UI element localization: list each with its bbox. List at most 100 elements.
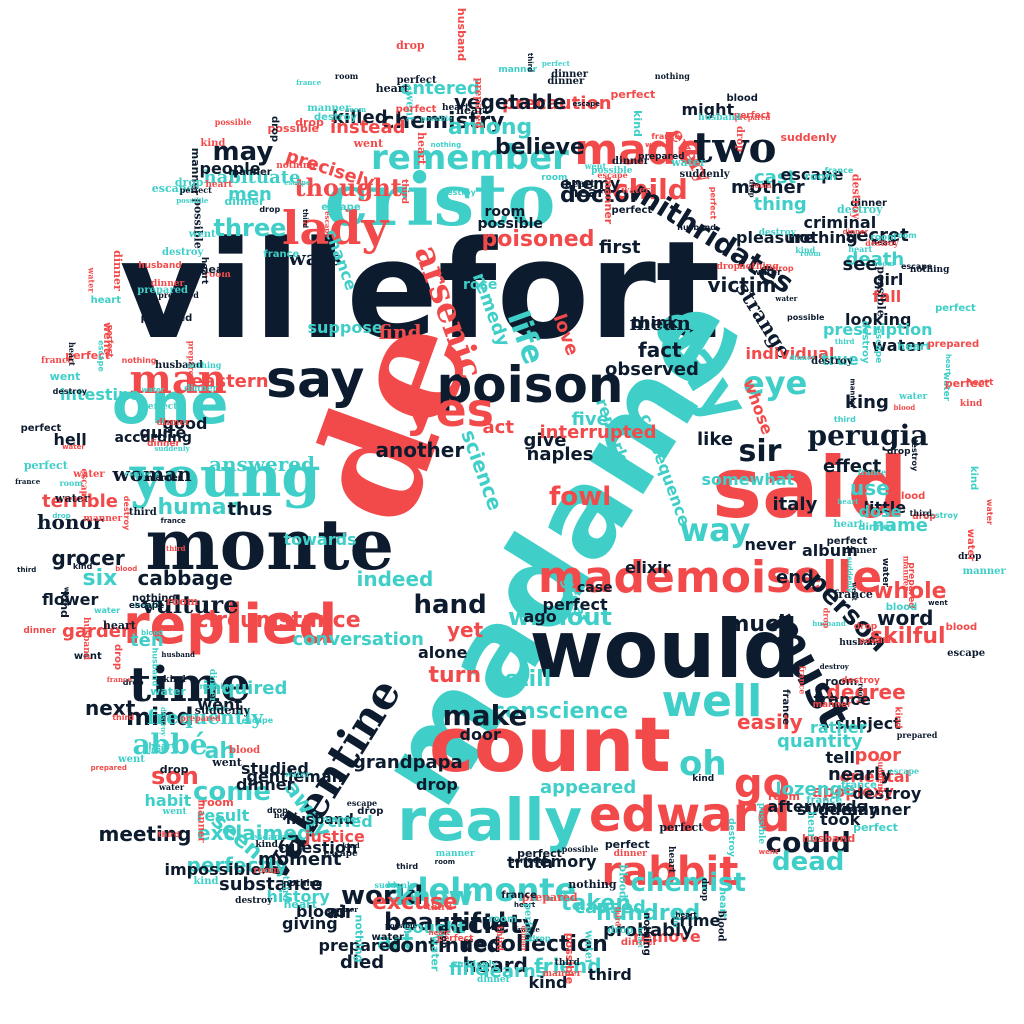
cloud-word-blood-f234: blood (141, 628, 164, 637)
cloud-word-five-138: five (571, 409, 609, 430)
cloud-word-nothing-f235: nothing (186, 359, 222, 370)
cloud-word-monte-7: monte (145, 503, 395, 586)
cloud-word-drop-f92: drop (733, 125, 745, 152)
cloud-word-observed-116: observed (605, 359, 699, 380)
cloud-word-dinner-f165: dinner (150, 278, 185, 289)
cloud-word-third-f212: third (396, 862, 419, 872)
cloud-word-husband-f299: husband (802, 831, 856, 845)
cloud-word-dinner-f14: dinner (850, 198, 887, 210)
cloud-word-dinner-f174: dinner (843, 546, 877, 557)
cloud-word-perfect-f129: perfect (826, 535, 868, 547)
cloud-word-drop-f73: drop (259, 204, 281, 214)
cloud-word-dinner-f107: dinner (184, 384, 218, 395)
cloud-word-room-f287: room (800, 249, 821, 259)
cloud-word-kind-f104: kind (193, 875, 219, 887)
cloud-word-room-234: room (484, 204, 526, 220)
cloud-word-went-f240: went (353, 137, 384, 150)
cloud-word-another-167: another (375, 438, 465, 462)
cloud-word-heard-88: heard (462, 953, 528, 977)
cloud-word-king-98: king (845, 392, 889, 413)
cloud-word-kind-200: kind (528, 973, 568, 992)
cloud-word-prepared-f22: prepared (521, 890, 578, 904)
cloud-word-continued-86: continued (388, 933, 502, 957)
cloud-word-husband-210: husband (286, 812, 354, 828)
cloud-word-dinner-f289: dinner (224, 194, 265, 208)
cloud-word-taken-80: taken (561, 891, 631, 916)
cloud-word-lozenge-213: lozenge (775, 779, 855, 800)
cloud-word-prepared-f226: prepared (158, 289, 199, 300)
cloud-word-habituate-124: habituate (203, 167, 301, 188)
cloud-word-appeared-152: appeared (540, 777, 637, 798)
cloud-word-room-f210: room (874, 258, 895, 268)
cloud-word-drop-f16: drop (772, 263, 794, 273)
cloud-word-heart-f11: heart (273, 809, 298, 820)
cloud-word-manner-f101: manner (147, 472, 182, 482)
cloud-word-go-30: go (734, 761, 791, 807)
cloud-word-giving-205: giving (282, 914, 338, 933)
cloud-word-destroy-f238: destroy (848, 173, 862, 220)
cloud-word-manner-220: manner (841, 800, 911, 819)
cloud-word-kind-f169: kind (795, 244, 816, 255)
cloud-word-went-f155: went (928, 599, 948, 608)
cloud-word-afterwards-214: afterwards (767, 797, 867, 816)
cloud-word-nothing-f144: nothing (568, 877, 617, 891)
cloud-word-drop-f118: drop (295, 116, 324, 130)
cloud-word-indeed-75: indeed (356, 567, 434, 591)
cloud-word-ago-194: ago (523, 607, 557, 626)
cloud-word-nothing-229: nothing (788, 228, 858, 247)
cloud-word-escape-f28: escape (283, 178, 311, 188)
cloud-word-tell-157: tell (825, 748, 855, 767)
cloud-word-went-f300: went (758, 848, 779, 857)
cloud-word-third-f276: third (165, 543, 186, 553)
cloud-word-sought-203: sought (403, 918, 466, 937)
cloud-word-perfect-f305: perfect (521, 903, 533, 944)
cloud-word-truth-153: truth (507, 853, 553, 872)
cloud-word-perfect-f145: perfect (611, 204, 653, 216)
cloud-word-replied-9: replied (123, 593, 338, 656)
cloud-word-water-f318: water (62, 443, 85, 452)
cloud-word-possible-f7: possible (859, 635, 897, 645)
cloud-word-third-f270: third (157, 829, 180, 839)
cloud-word-drop-f243: drop (607, 925, 634, 937)
cloud-word-dinner-f188: dinner (620, 937, 658, 949)
cloud-word-blood-f228: blood (229, 744, 261, 756)
cloud-word-france-f29: france (296, 77, 322, 87)
cloud-word-went-f194: went (188, 228, 216, 240)
cloud-word-heart-f103: heart (148, 742, 176, 753)
cloud-word-way-47: way (679, 511, 751, 549)
cloud-word-believe-40: believe (495, 135, 585, 160)
cloud-word-drop-f233: drop (174, 176, 204, 190)
cloud-word-suddenly-f178: suddenly (876, 756, 887, 798)
cloud-word-manner-f99: manner (962, 565, 1006, 577)
cloud-word-room-f171: room (204, 269, 231, 280)
cloud-word-heart-f126: heart (833, 519, 864, 531)
cloud-word-blood-f257: blood (893, 403, 916, 413)
cloud-word-count-5: count (429, 700, 671, 789)
cloud-word-end-96: end (776, 567, 814, 588)
cloud-word-nothing-f36: nothing (199, 681, 235, 691)
cloud-word-went-f224: went (212, 755, 242, 769)
cloud-word-france-f168: france (857, 467, 887, 478)
cloud-word-heart-f112: heart (428, 929, 450, 938)
cloud-word-drop-f122: drop (912, 511, 936, 522)
cloud-word-two-26: two (693, 123, 777, 172)
cloud-word-dinner-f84: dinner (613, 848, 647, 859)
cloud-word-flower-176: flower (42, 590, 99, 609)
cloud-word-heart-f236: heart (848, 244, 873, 255)
cloud-word-third-f279: third (834, 336, 855, 346)
cloud-word-room-f193: room (207, 705, 228, 714)
cloud-word-answered-68: answered (209, 452, 315, 476)
cloud-word-escape-f231: escape (321, 201, 361, 213)
cloud-word-young-10: young (130, 444, 321, 510)
cloud-word-france-f181: france (651, 132, 681, 142)
cloud-word-manner-f93: manner (812, 699, 852, 710)
cloud-word-use-101: use (850, 476, 890, 500)
cloud-word-blood-f143: blood (715, 910, 727, 942)
cloud-word-fowl-74: fowl (549, 482, 612, 512)
cloud-word-mean-113: mean (629, 311, 691, 335)
cloud-word-remember-25: remember (371, 138, 569, 178)
cloud-word-thing-106: thing (753, 194, 807, 215)
cloud-word-drop-f314: drop (887, 446, 911, 457)
cloud-word-perfect-f46: perfect (659, 821, 704, 835)
cloud-word-france-f198: france (824, 165, 854, 175)
